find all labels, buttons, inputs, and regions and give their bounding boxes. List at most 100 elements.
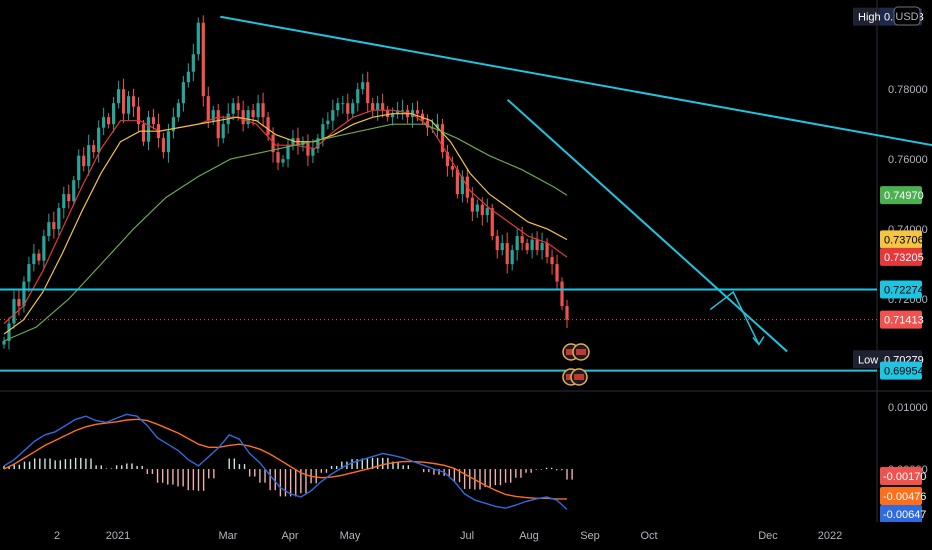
candle-body bbox=[116, 89, 121, 104]
candle-body bbox=[77, 155, 81, 181]
candle-body bbox=[22, 281, 26, 307]
candle-body bbox=[306, 141, 310, 156]
price-tag-box bbox=[880, 310, 922, 329]
tag-label-box bbox=[853, 350, 881, 369]
candle-body bbox=[535, 239, 539, 251]
candle-body bbox=[261, 103, 265, 118]
candle-body bbox=[121, 89, 126, 114]
candle-body bbox=[530, 239, 534, 251]
candle-body bbox=[550, 257, 554, 265]
candle-body bbox=[102, 117, 106, 128]
event-icons[interactable] bbox=[562, 343, 590, 386]
price-tag[interactable]: 0.72274 bbox=[880, 280, 924, 299]
macd-tag[interactable]: -0.00170 bbox=[880, 467, 926, 485]
trendline[interactable] bbox=[506, 98, 788, 353]
price-tag-text: 0.72274 bbox=[884, 284, 924, 296]
price-tick-label: 0.78000 bbox=[888, 84, 928, 96]
macd-tag-text: -0.00170 bbox=[883, 471, 926, 483]
price-tag-text: 0.73706 bbox=[884, 234, 924, 246]
candle-body bbox=[171, 117, 175, 132]
moving-average-line bbox=[3, 123, 568, 342]
candle-body bbox=[391, 113, 395, 118]
candle-body bbox=[440, 124, 445, 153]
candle-body bbox=[400, 110, 405, 112]
candle-body bbox=[7, 323, 11, 342]
candle-body bbox=[520, 236, 524, 244]
candle-body bbox=[42, 236, 46, 261]
time-tick-label: Aug bbox=[519, 530, 539, 542]
candle-body bbox=[186, 71, 190, 83]
currency-badge[interactable]: USD bbox=[893, 6, 921, 26]
candle-body bbox=[381, 103, 385, 111]
candle-body bbox=[396, 110, 400, 114]
candle-body bbox=[256, 103, 260, 118]
candle-body bbox=[386, 110, 390, 118]
price-tag[interactable]: 0.69954 bbox=[880, 361, 924, 380]
time-tick-label: Mar bbox=[219, 530, 238, 542]
candle-body bbox=[221, 124, 225, 139]
candle-body bbox=[52, 222, 56, 230]
price-tag-text: 0.73205 bbox=[884, 252, 924, 264]
macd-tag-text: -0.00476 bbox=[883, 491, 926, 503]
candle-body bbox=[490, 208, 494, 237]
macd-line bbox=[3, 413, 568, 510]
candle-body bbox=[515, 236, 519, 251]
price-tag-box bbox=[880, 280, 922, 299]
candle-body bbox=[470, 197, 474, 212]
projection-arrow[interactable] bbox=[709, 290, 760, 345]
candle-body bbox=[241, 110, 245, 125]
price-tag-text: 0.71413 bbox=[884, 315, 924, 327]
price-tag[interactable]: 0.73205 bbox=[880, 247, 924, 266]
macd-tag[interactable]: -0.00647 bbox=[880, 505, 926, 523]
candle-body bbox=[87, 145, 91, 167]
price-tag[interactable]: 0.73706 bbox=[880, 230, 924, 249]
price-tag[interactable]: 0.74970 bbox=[880, 186, 924, 205]
candle-body bbox=[510, 250, 514, 265]
candle-body bbox=[316, 138, 320, 149]
candle-body bbox=[17, 299, 21, 307]
candle-body bbox=[166, 131, 171, 153]
candle-body bbox=[371, 103, 375, 111]
candle-body bbox=[196, 22, 200, 55]
macd-pane[interactable] bbox=[3, 413, 573, 510]
candle-body bbox=[460, 176, 464, 195]
candle-body bbox=[346, 103, 350, 114]
candle-body bbox=[540, 243, 544, 251]
macd-tag[interactable]: -0.00476 bbox=[880, 487, 926, 505]
candle-body bbox=[97, 127, 101, 153]
macd-tag-box bbox=[880, 505, 922, 523]
time-axis[interactable]: 2 2021 Mar Apr May Jul Aug Sep Oct Dec 2022 bbox=[0, 522, 932, 550]
price-tick-label: 0.76000 bbox=[888, 154, 928, 166]
candle-body bbox=[136, 106, 141, 125]
candle-body bbox=[525, 243, 529, 251]
candle-body bbox=[450, 166, 455, 170]
time-tick-label: Apr bbox=[281, 530, 298, 542]
candle-body bbox=[176, 103, 180, 118]
time-tick-label: Dec bbox=[758, 530, 778, 542]
candle-body bbox=[291, 138, 295, 146]
candle-body bbox=[445, 152, 450, 167]
candle-body bbox=[366, 82, 370, 104]
candle-body bbox=[545, 243, 549, 258]
candle-body bbox=[131, 96, 136, 107]
candle-body bbox=[161, 138, 166, 153]
candle-body bbox=[336, 103, 340, 111]
price-tag[interactable]: 0.71413 bbox=[880, 310, 924, 329]
price-tag-text: 0.69954 bbox=[884, 366, 924, 378]
macd-tag-text: -0.00647 bbox=[883, 509, 926, 521]
candle-body bbox=[281, 159, 285, 163]
price-axis[interactable]: 0.780000.760000.740000.72000High0.80073L… bbox=[853, 7, 928, 523]
candle-body bbox=[2, 341, 6, 345]
candle-body bbox=[112, 103, 116, 125]
candle-body bbox=[67, 194, 71, 202]
candle-body bbox=[181, 82, 185, 104]
trendline[interactable] bbox=[220, 15, 932, 166]
candle-body bbox=[201, 22, 205, 97]
candle-body bbox=[62, 194, 66, 209]
candle-body bbox=[246, 110, 250, 125]
candles bbox=[2, 15, 569, 350]
price-tag-box bbox=[880, 247, 922, 266]
time-axis-bg bbox=[0, 522, 932, 550]
